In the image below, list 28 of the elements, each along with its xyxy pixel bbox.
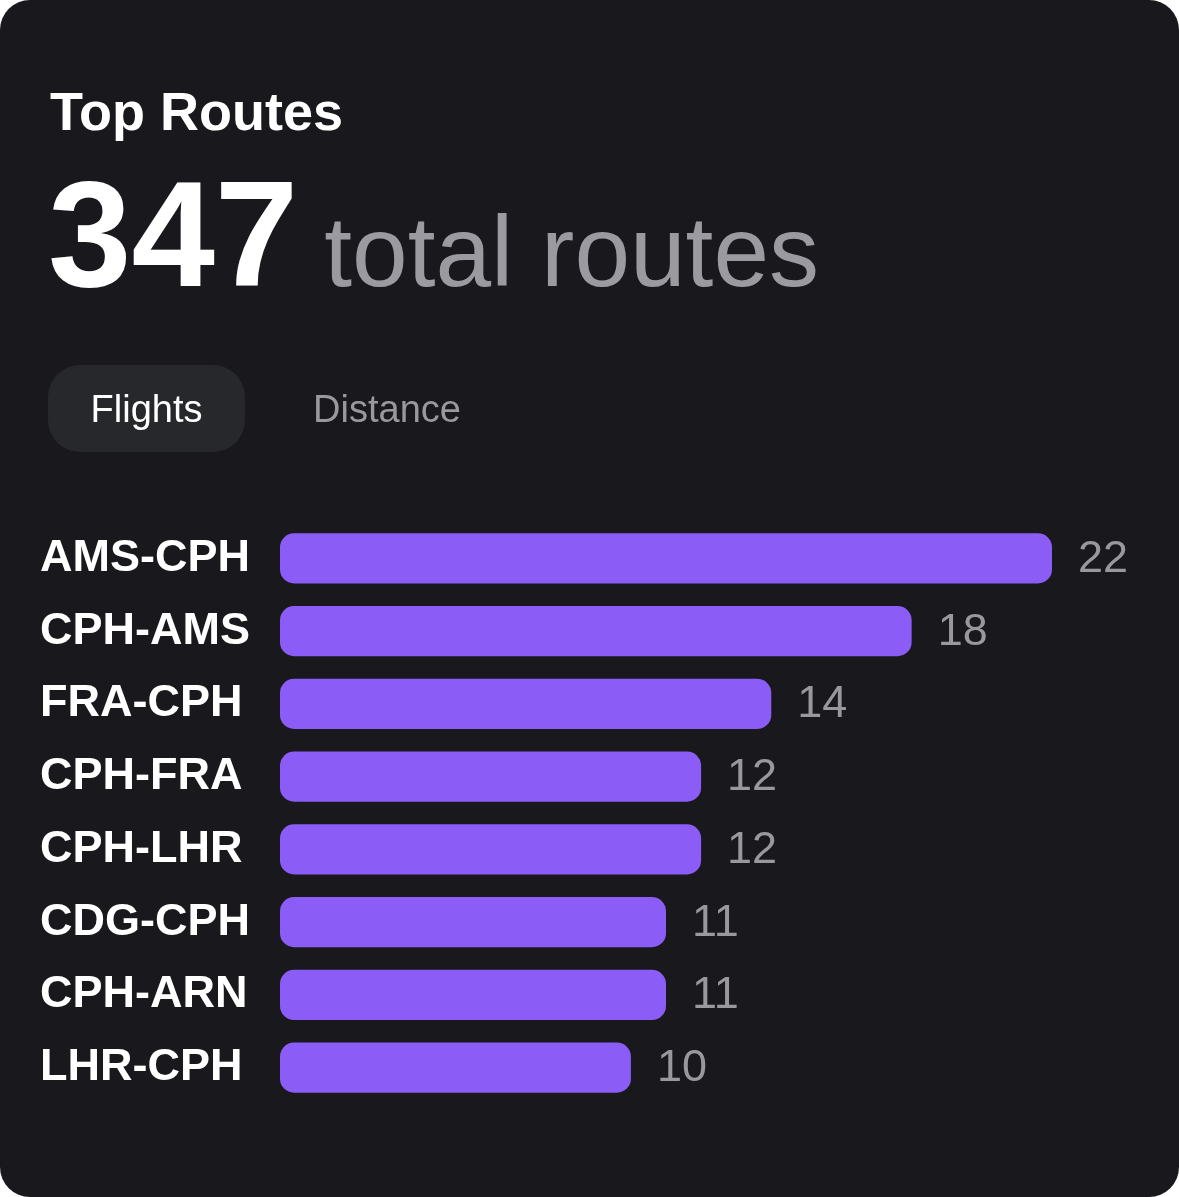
bar [280, 897, 666, 948]
y-tick-label: LHR-CPH [40, 1039, 243, 1091]
y-tick-label: CPH-LHR [40, 820, 243, 872]
data-label: 18 [937, 603, 988, 655]
y-tick-label: CPH-FRA [40, 748, 243, 800]
bar [280, 751, 702, 802]
chart-subtitle: 347 total routes [48, 150, 820, 318]
bar [280, 824, 702, 875]
y-tick-label: CDG-CPH [40, 893, 250, 945]
data-label: 22 [1078, 530, 1129, 582]
bar [280, 606, 912, 657]
bar [280, 533, 1052, 584]
data-label: 12 [727, 821, 778, 873]
y-tick-label: CPH-AMS [40, 602, 250, 654]
bar [280, 1042, 631, 1093]
data-label: 12 [727, 749, 778, 801]
y-tick-label: AMS-CPH [40, 529, 250, 581]
y-tick-label: FRA-CPH [40, 675, 243, 727]
bar [280, 969, 666, 1020]
data-label: 14 [797, 676, 848, 728]
data-label: 11 [692, 967, 739, 1019]
text: Flights [90, 387, 203, 430]
y-tick-label: CPH-ARN [40, 966, 248, 1018]
data-label: 11 [692, 894, 739, 946]
bar [280, 678, 772, 729]
text: Distance [313, 387, 461, 430]
data-label: 10 [656, 1040, 707, 1092]
chart-title: Top Routes [50, 81, 343, 141]
